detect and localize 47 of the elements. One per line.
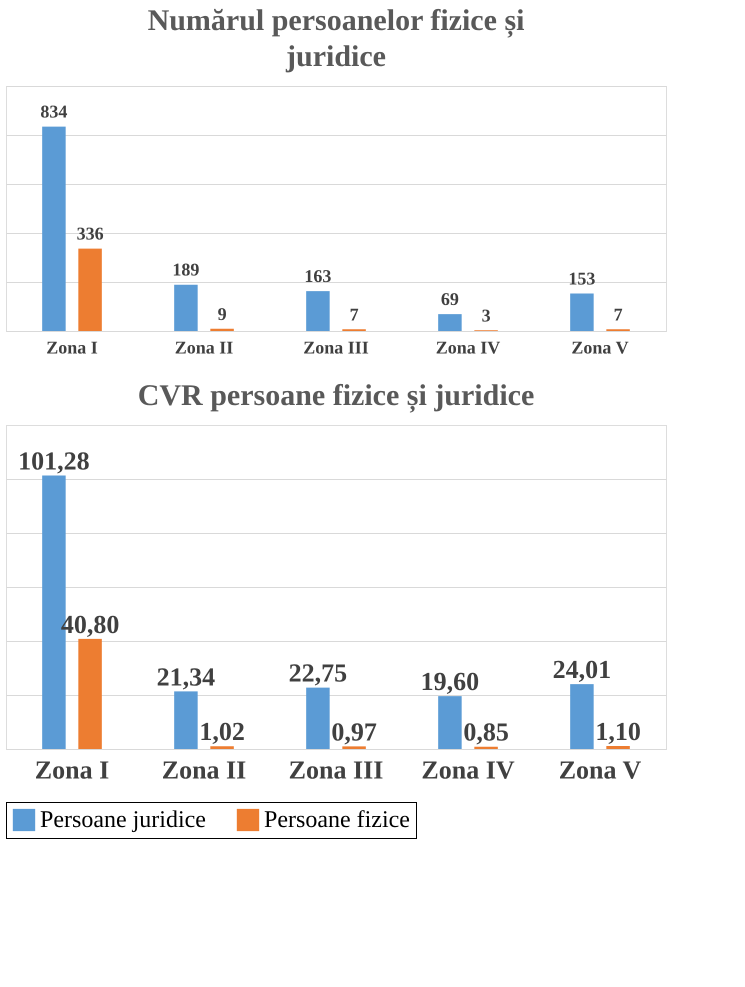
x-tick-label: Zona V	[571, 338, 629, 358]
data-label: 189	[172, 260, 200, 280]
x-tick-label: Zona III	[288, 756, 384, 784]
data-label: 336	[76, 224, 104, 244]
data-label: 69	[440, 289, 459, 310]
bar	[174, 691, 198, 749]
x-tick-label: Zona II	[174, 338, 234, 358]
chart-title: Numărul persoanelor fizice și juridice	[148, 4, 524, 73]
x-tick-label: Zona IV	[436, 338, 500, 358]
bar	[342, 746, 366, 749]
data-label: 3	[482, 305, 491, 326]
bar	[42, 126, 66, 331]
data-label: 19,60	[420, 667, 480, 696]
data-label: 101,28	[18, 446, 90, 476]
legend-label: Persoane juridice	[40, 807, 206, 833]
bar	[438, 314, 462, 331]
x-tick-label: Zona II	[162, 756, 246, 784]
data-label: 7	[614, 304, 623, 324]
bar	[606, 746, 630, 749]
x-tick-label: Zona I	[34, 756, 110, 784]
bar	[78, 248, 102, 331]
data-label: 153	[568, 268, 596, 289]
data-label: 0,85	[463, 718, 509, 747]
x-tick-label: Zona IV	[421, 756, 515, 784]
bar	[438, 696, 462, 749]
chart-title: CVR persoane fizice și juridice	[138, 379, 534, 413]
x-tick-label: Zona I	[46, 338, 98, 358]
data-label: 0,97	[331, 717, 377, 746]
data-label: 1,10	[595, 717, 641, 746]
data-label: 21,34	[156, 662, 216, 692]
bar	[570, 294, 594, 331]
data-label: 834	[40, 102, 68, 122]
data-label: 7	[350, 304, 359, 324]
x-tick-label: Zona III	[303, 338, 369, 358]
bar	[306, 291, 330, 331]
bar	[78, 638, 102, 749]
data-label: 1,02	[199, 717, 245, 746]
bar	[306, 688, 330, 749]
bar	[174, 284, 198, 331]
data-label: 22,75	[288, 658, 348, 688]
x-tick-label: Zona V	[558, 756, 642, 784]
bar	[570, 684, 594, 749]
legend-label: Persoane fizice	[264, 807, 410, 833]
bar	[210, 746, 234, 749]
data-label: 9	[218, 304, 227, 324]
data-label: 163	[304, 266, 332, 286]
data-label: 24,01	[552, 655, 612, 684]
